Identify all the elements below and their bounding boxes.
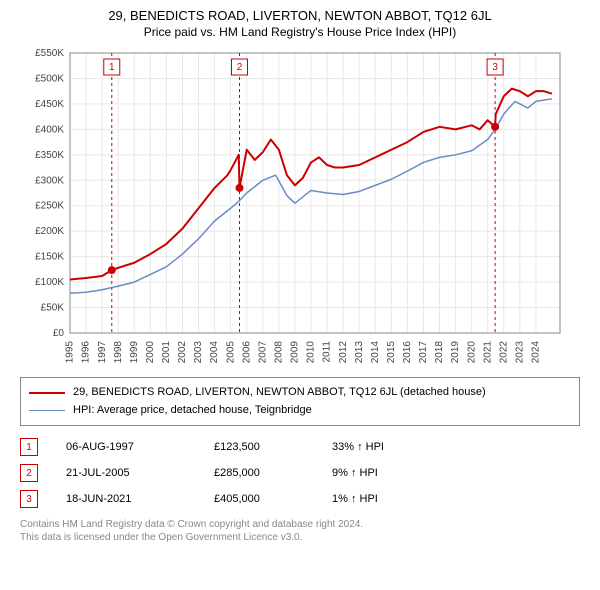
legend-row: HPI: Average price, detached house, Teig…	[29, 402, 571, 420]
svg-text:£0: £0	[53, 328, 65, 339]
svg-text:2006: 2006	[241, 341, 252, 364]
svg-text:2017: 2017	[418, 341, 429, 364]
sale-hpi: 9% ↑ HPI	[332, 467, 422, 479]
title-block: 29, BENEDICTS ROAD, LIVERTON, NEWTON ABB…	[0, 0, 600, 43]
svg-text:£550K: £550K	[35, 48, 64, 59]
chart-svg: £0 £50K £100K £150K £200K £250K £300K £350K £400…	[20, 43, 580, 373]
title-subtitle: Price paid vs. HM Land Registry's House …	[8, 25, 592, 39]
svg-text:2005: 2005	[225, 341, 236, 364]
svg-text:1996: 1996	[81, 341, 92, 364]
svg-text:2014: 2014	[370, 341, 381, 364]
svg-text:£50K: £50K	[41, 303, 65, 314]
sale-price: £405,000	[214, 493, 304, 505]
sale-date: 21-JUL-2005	[66, 467, 186, 479]
svg-text:3: 3	[492, 62, 498, 73]
svg-text:2022: 2022	[498, 341, 509, 364]
svg-text:2011: 2011	[322, 341, 333, 363]
svg-text:£200K: £200K	[35, 226, 64, 237]
svg-text:2000: 2000	[145, 341, 156, 364]
sale-hpi: 1% ↑ HPI	[332, 493, 422, 505]
svg-text:£100K: £100K	[35, 277, 64, 288]
svg-text:2003: 2003	[193, 341, 204, 364]
svg-text:2002: 2002	[177, 341, 188, 364]
svg-text:1997: 1997	[97, 341, 108, 364]
legend-label: HPI: Average price, detached house, Teig…	[73, 402, 312, 420]
svg-text:2024: 2024	[531, 341, 542, 364]
svg-text:2: 2	[237, 62, 243, 73]
legend-swatch	[29, 392, 65, 394]
svg-text:2004: 2004	[209, 341, 220, 364]
svg-text:£250K: £250K	[35, 201, 64, 212]
svg-text:£350K: £350K	[35, 150, 64, 161]
svg-text:2009: 2009	[290, 341, 301, 364]
svg-text:2016: 2016	[402, 341, 413, 364]
svg-text:2008: 2008	[273, 341, 284, 364]
svg-text:1998: 1998	[113, 341, 124, 364]
price-chart: £0 £50K £100K £150K £200K £250K £300K £350K £400…	[20, 43, 580, 373]
svg-text:£450K: £450K	[35, 99, 64, 110]
sale-price: £123,500	[214, 441, 304, 453]
svg-text:2015: 2015	[386, 341, 397, 364]
svg-text:2019: 2019	[450, 341, 461, 364]
legend-swatch	[29, 410, 65, 411]
svg-text:2010: 2010	[306, 341, 317, 364]
svg-text:£150K: £150K	[35, 252, 64, 263]
sales-table: 1 06-AUG-1997 £123,500 33% ↑ HPI 2 21-JUL-200…	[20, 434, 580, 512]
svg-text:£300K: £300K	[35, 175, 64, 186]
sale-marker-box: 3	[20, 490, 38, 508]
sale-row: 1 06-AUG-1997 £123,500 33% ↑ HPI	[20, 434, 580, 460]
footer-notice: Contains HM Land Registry data © Crown c…	[20, 518, 580, 544]
svg-text:2023: 2023	[514, 341, 525, 364]
svg-text:1999: 1999	[129, 341, 140, 364]
sale-marker-box: 1	[20, 438, 38, 456]
svg-text:2007: 2007	[257, 341, 268, 364]
svg-text:2018: 2018	[434, 341, 445, 364]
svg-text:2001: 2001	[161, 341, 172, 364]
svg-text:1: 1	[109, 62, 115, 73]
svg-text:2021: 2021	[482, 341, 493, 364]
sale-date: 06-AUG-1997	[66, 441, 186, 453]
svg-text:2012: 2012	[338, 341, 349, 364]
svg-text:1995: 1995	[65, 341, 76, 364]
svg-text:£400K: £400K	[35, 124, 64, 135]
title-address: 29, BENEDICTS ROAD, LIVERTON, NEWTON ABB…	[8, 8, 592, 23]
legend-box: 29, BENEDICTS ROAD, LIVERTON, NEWTON ABB…	[20, 377, 580, 426]
footer-line-2: This data is licensed under the Open Gov…	[20, 531, 580, 544]
sale-date: 18-JUN-2021	[66, 493, 186, 505]
footer-line-1: Contains HM Land Registry data © Crown c…	[20, 518, 580, 531]
svg-text:£500K: £500K	[35, 73, 64, 84]
legend-label: 29, BENEDICTS ROAD, LIVERTON, NEWTON ABB…	[73, 384, 486, 402]
legend-row: 29, BENEDICTS ROAD, LIVERTON, NEWTON ABB…	[29, 384, 571, 402]
svg-text:2013: 2013	[354, 341, 365, 364]
svg-text:2020: 2020	[466, 341, 477, 364]
sale-price: £285,000	[214, 467, 304, 479]
sale-row: 2 21-JUL-2005 £285,000 9% ↑ HPI	[20, 460, 580, 486]
sale-hpi: 33% ↑ HPI	[332, 441, 422, 453]
sale-marker-box: 2	[20, 464, 38, 482]
sale-row: 3 18-JUN-2021 £405,000 1% ↑ HPI	[20, 486, 580, 512]
